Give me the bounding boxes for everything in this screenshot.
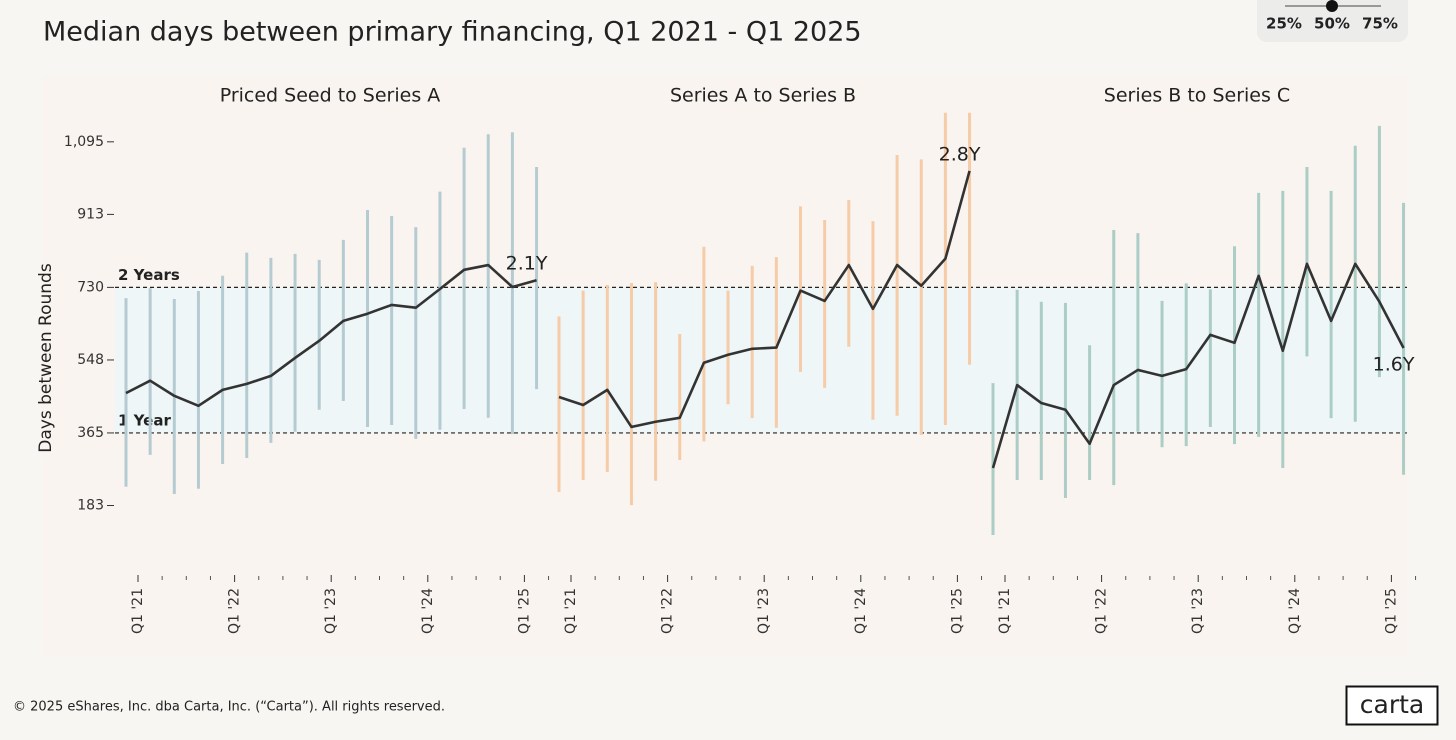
slider-knob — [1326, 0, 1338, 12]
x-tick-label: Q1 '21 — [130, 588, 146, 634]
x-tick-label: Q1 '21 — [563, 588, 579, 634]
x-tick-label: Q1 '23 — [756, 588, 772, 634]
percentile-option: 25% — [1266, 15, 1302, 33]
copyright: © 2025 eShares, Inc. dba Carta, Inc. (“C… — [13, 700, 445, 715]
reference-label: 2 Years — [118, 266, 180, 284]
x-tick-label: Q1 '24 — [853, 588, 869, 634]
y-tick-label: 913 — [77, 206, 104, 222]
reference-label: 1 Year — [118, 411, 171, 429]
median-line — [991, 262, 1405, 469]
x-tick-label: Q1 '24 — [1287, 588, 1303, 634]
x-tick-label: Q1 '23 — [1190, 588, 1206, 634]
median-line — [558, 170, 971, 429]
x-tick-label: Q1 '25 — [516, 588, 532, 634]
percentile-option: 75% — [1362, 15, 1398, 33]
y-tick-label: 730 — [77, 279, 104, 295]
end-label: 2.8Y — [939, 143, 981, 165]
percentile-control[interactable] — [1257, 0, 1408, 42]
x-tick-label: Q1 '25 — [949, 588, 965, 634]
x-tick-label: Q1 '24 — [420, 588, 436, 634]
x-tick-label: Q1 '22 — [227, 588, 243, 634]
panel-title: Series B to Series C — [1104, 85, 1290, 107]
median-line — [125, 263, 537, 408]
y-axis-label: Days between Rounds — [36, 263, 56, 453]
logo-box — [1345, 685, 1439, 726]
panel-title: Series A to Series B — [670, 85, 856, 107]
panel-title: Priced Seed to Series A — [220, 85, 441, 107]
logo: carta — [1360, 690, 1424, 719]
x-tick-label: Q1 '21 — [997, 588, 1013, 634]
y-tick-label: 183 — [77, 498, 104, 514]
x-tick-label: Q1 '25 — [1383, 588, 1399, 634]
y-tick-label: 365 — [77, 425, 104, 441]
end-label: 1.6Y — [1373, 353, 1415, 375]
x-tick-label: Q1 '23 — [323, 588, 339, 634]
chart-title: Median days between primary financing, Q… — [43, 17, 862, 48]
y-tick-label: 548 — [77, 352, 104, 368]
y-tick-label: 1,095 — [64, 134, 104, 150]
reference-band — [115, 287, 1407, 433]
x-tick-label: Q1 '22 — [660, 588, 676, 634]
x-tick-label: Q1 '22 — [1094, 588, 1110, 634]
end-label: 2.1Y — [506, 253, 548, 275]
percentile-option: 50% — [1314, 15, 1350, 33]
